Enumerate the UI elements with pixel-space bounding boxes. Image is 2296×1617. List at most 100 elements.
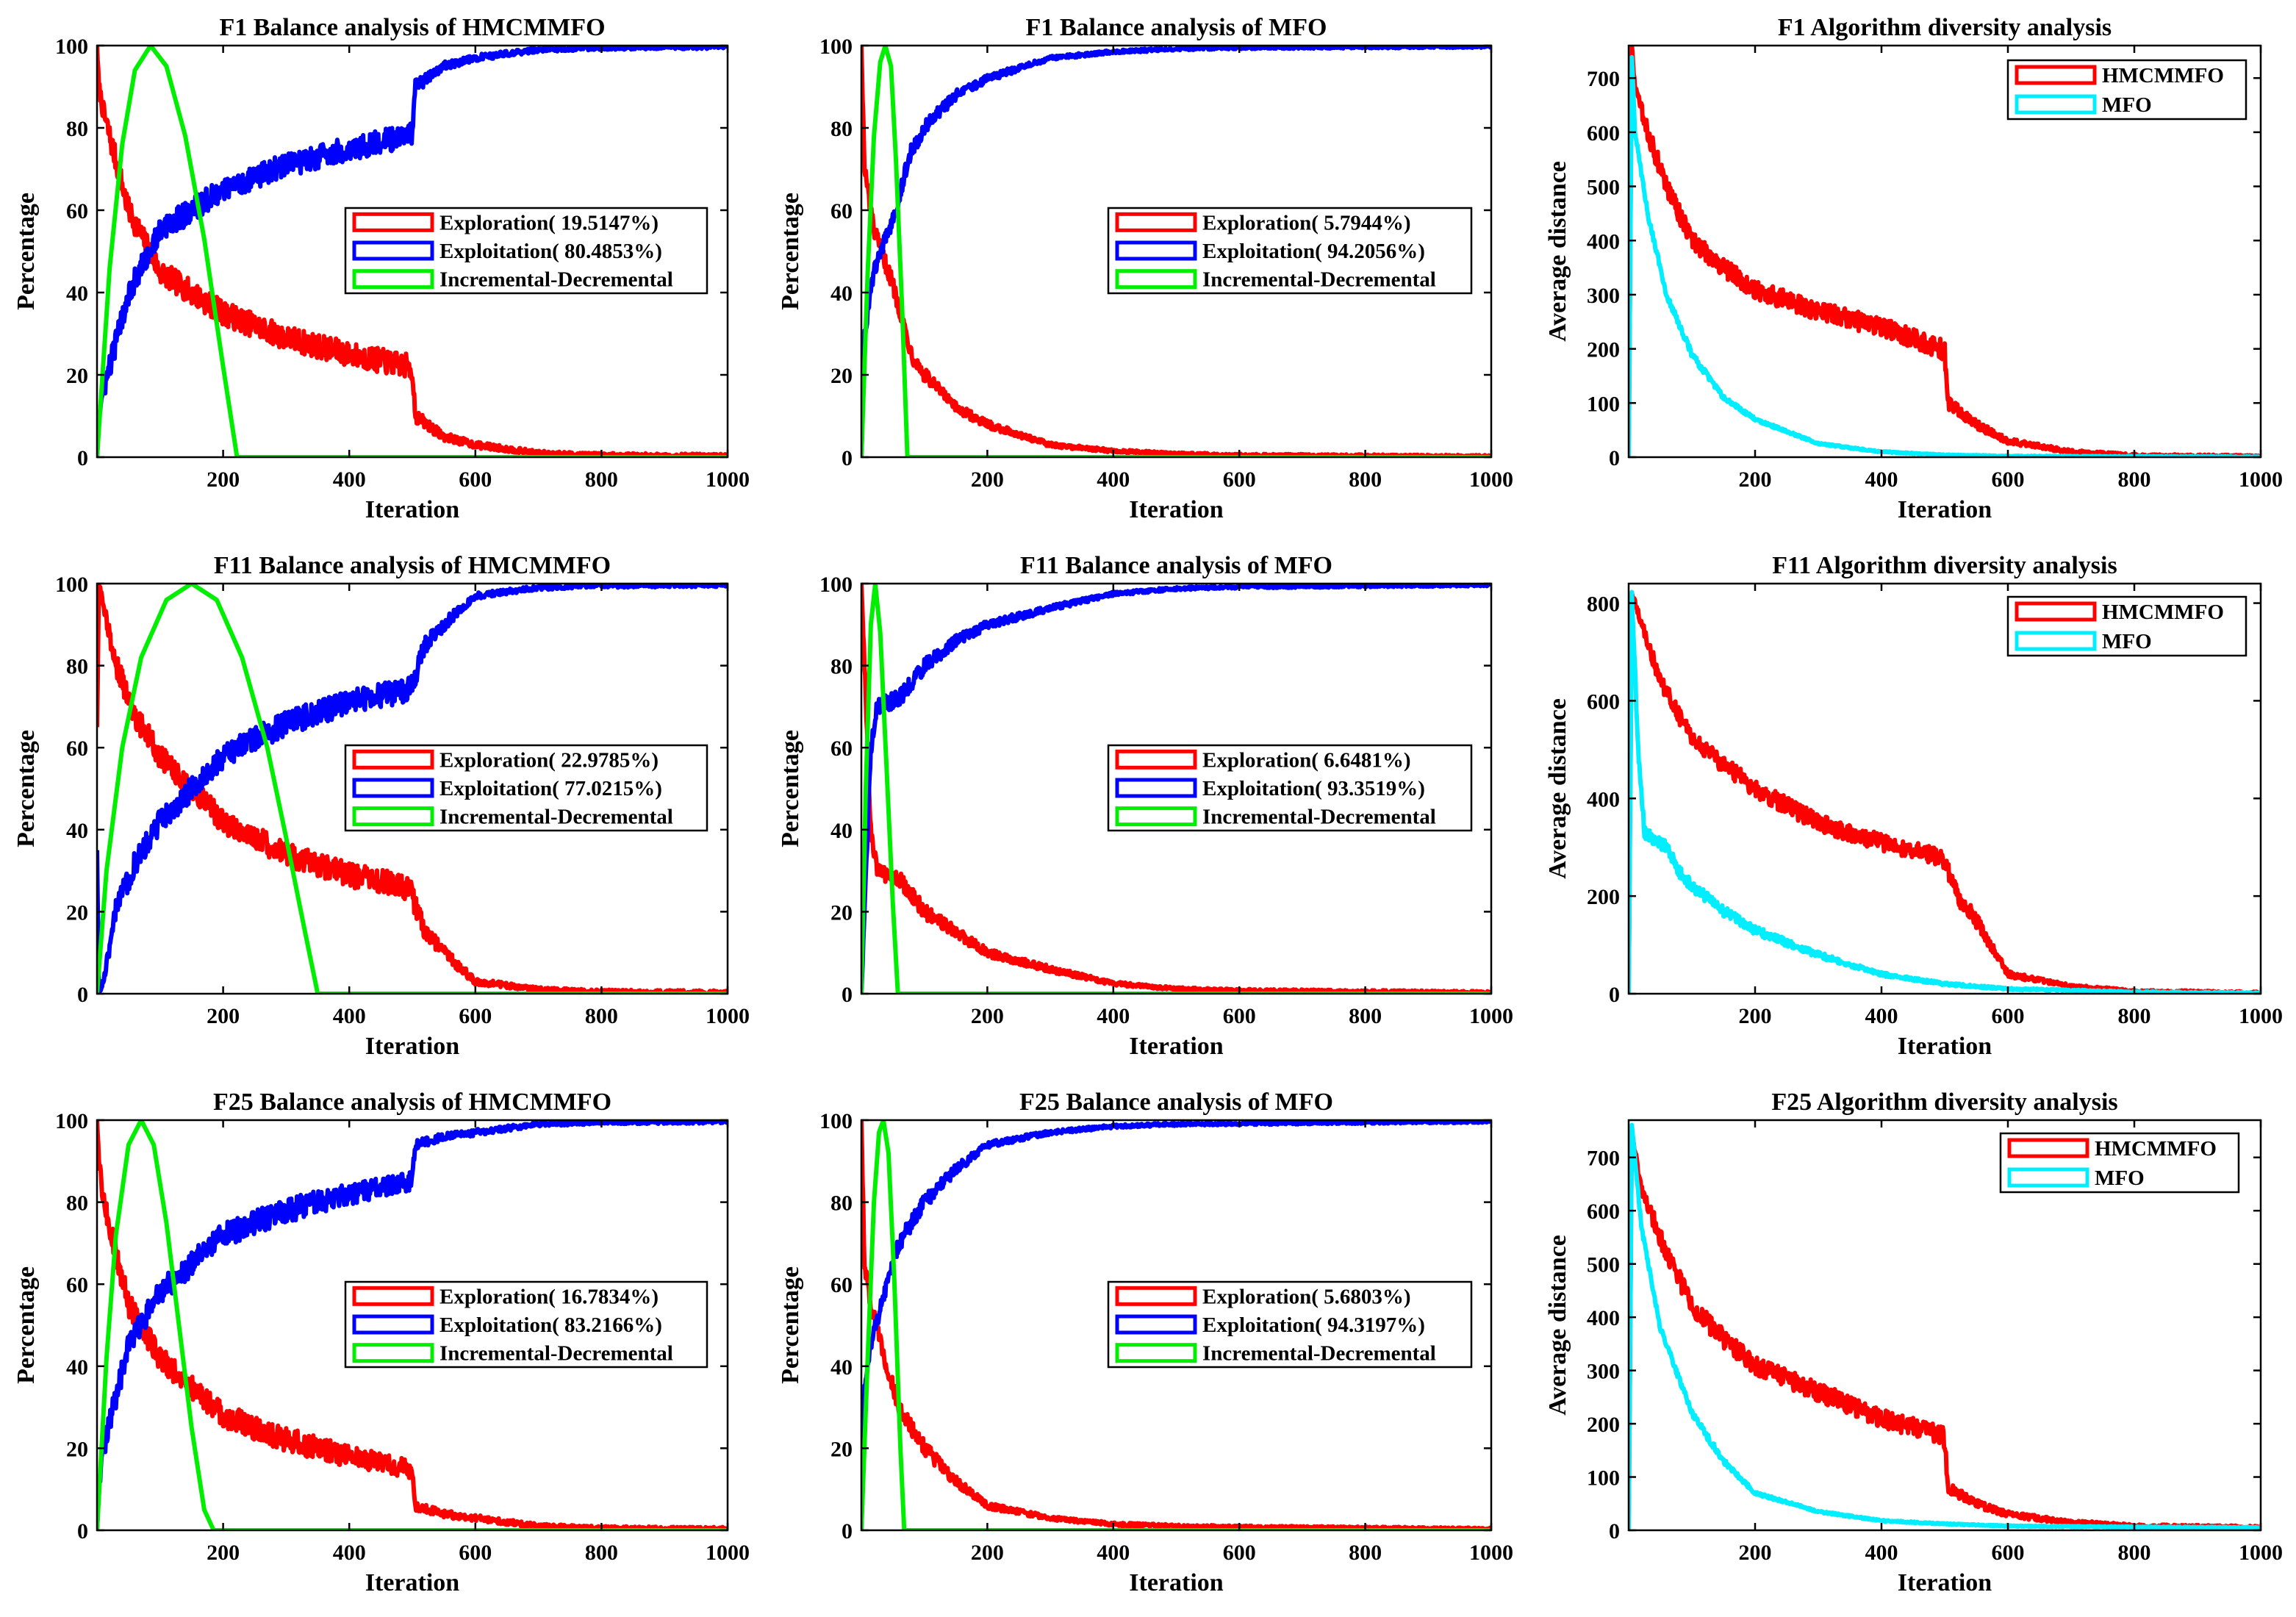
y-tick-label: 100 — [819, 573, 853, 597]
series-line — [861, 584, 1491, 994]
legend-label: HMCMMFO — [2095, 1137, 2217, 1161]
axes-box — [860, 44, 1493, 459]
y-tick-label: 700 — [1587, 67, 1620, 91]
y-axis-label: Percentage — [777, 193, 804, 310]
series-line — [97, 46, 728, 457]
chart-title: F11 Algorithm diversity analysis — [1772, 552, 2117, 579]
x-tick-label: 1000 — [2239, 467, 2283, 492]
y-tick-label: 80 — [830, 117, 853, 141]
x-axis-label: Iteration — [1898, 1033, 1992, 1060]
legend-box — [344, 744, 708, 832]
axes-box — [1627, 44, 2262, 459]
chart-panel: F11 Balance analysis of HMCMMFO 200 400 600… — [12, 552, 750, 1060]
x-tick-label: 400 — [333, 1004, 366, 1028]
y-tick-label: 40 — [66, 1355, 88, 1380]
y-tick-label: 500 — [1587, 1253, 1620, 1277]
y-tick-label: 20 — [830, 900, 853, 925]
legend-label: Exploration( 16.7834%) — [440, 1285, 659, 1308]
legend-swatch — [352, 1343, 434, 1363]
legend-label: HMCMMFO — [2102, 600, 2224, 624]
y-tick-label: 600 — [1587, 689, 1620, 714]
legend-box — [2006, 59, 2247, 121]
y-tick-label: 80 — [830, 1191, 853, 1216]
legend-swatch — [352, 1314, 434, 1335]
y-tick-label: 20 — [830, 364, 853, 388]
legend-label: Incremental-Decremental — [440, 806, 673, 829]
chart-panel: F11 Algorithm diversity analysis 200 400 60… — [1544, 552, 2283, 1060]
series-line — [861, 46, 1491, 457]
legend-swatch — [352, 269, 434, 290]
y-tick-label: 0 — [842, 983, 853, 1007]
x-axis-label: Iteration — [1129, 1033, 1224, 1060]
x-tick-label: 800 — [585, 467, 618, 492]
y-tick-label: 200 — [1587, 1413, 1620, 1437]
series-line — [97, 46, 728, 457]
x-axis-label: Iteration — [1898, 496, 1992, 523]
y-tick-label: 20 — [830, 1437, 853, 1461]
legend-swatch — [1115, 749, 1197, 770]
chart-title: F11 Balance analysis of HMCMMFO — [214, 552, 611, 579]
y-tick-label: 100 — [55, 573, 88, 597]
axes-box — [1627, 582, 2262, 995]
chart-title: F11 Balance analysis of MFO — [1020, 552, 1332, 579]
legend-swatch — [352, 240, 434, 261]
y-tick-label: 80 — [66, 1191, 88, 1216]
y-tick-label: 600 — [1587, 121, 1620, 146]
legend-box — [1107, 1280, 1473, 1369]
legend-label: Incremental-Decremental — [1202, 1342, 1436, 1366]
y-axis-label: Percentage — [777, 730, 804, 847]
y-axis-label: Percentage — [12, 193, 40, 310]
legend-swatch — [1115, 806, 1197, 827]
legend-swatch — [1115, 212, 1197, 232]
x-tick-label: 400 — [1865, 467, 1898, 492]
y-axis-label: Percentage — [12, 730, 40, 847]
y-tick-label: 20 — [66, 364, 88, 388]
x-tick-label: 200 — [207, 1541, 240, 1565]
y-axis-label: Average distance — [1544, 698, 1571, 879]
legend: HMCMMFO MFO — [2006, 59, 2247, 121]
y-tick-label: 40 — [830, 282, 853, 306]
legend: HMCMMFO MFO — [1999, 1132, 2240, 1194]
y-tick-label: 400 — [1587, 229, 1620, 254]
legend-box — [344, 207, 708, 295]
x-tick-label: 200 — [971, 1541, 1004, 1565]
legend-label: Exploitation( 80.4853%) — [440, 240, 662, 263]
legend-label: Exploration( 6.6481%) — [1202, 748, 1411, 772]
y-tick-label: 20 — [66, 900, 88, 925]
chart-title: F1 Algorithm diversity analysis — [1778, 14, 2112, 41]
y-tick-label: 40 — [66, 819, 88, 843]
y-tick-label: 80 — [830, 655, 853, 679]
series-line — [97, 46, 728, 457]
x-tick-label: 600 — [1223, 1541, 1256, 1565]
series-line — [861, 1120, 1491, 1530]
x-tick-label: 600 — [1223, 1004, 1256, 1028]
axes-box — [860, 582, 1493, 995]
x-tick-label: 400 — [1865, 1004, 1898, 1028]
legend-label: Exploitation( 94.2056%) — [1202, 240, 1425, 263]
legend-box — [1107, 207, 1473, 295]
x-tick-label: 600 — [459, 1004, 492, 1028]
legend-label: Incremental-Decremental — [440, 268, 673, 292]
y-tick-label: 100 — [819, 35, 853, 59]
legend-swatch — [352, 1286, 434, 1306]
x-axis-label: Iteration — [1898, 1569, 1992, 1596]
legend: Exploration( 16.7834%) Exploitation( 83.2… — [344, 1280, 708, 1369]
x-tick-label: 400 — [1097, 1541, 1130, 1565]
x-tick-label: 1000 — [2239, 1004, 2283, 1028]
y-axis-label: Average distance — [1544, 161, 1571, 342]
x-tick-label: 400 — [1865, 1541, 1898, 1565]
x-tick-label: 800 — [2118, 467, 2151, 492]
series-line — [97, 584, 728, 994]
legend-swatch — [1115, 240, 1197, 261]
x-tick-label: 800 — [1349, 467, 1382, 492]
y-tick-label: 200 — [1587, 885, 1620, 909]
x-tick-label: 600 — [1992, 467, 2025, 492]
legend-swatch — [2015, 94, 2097, 115]
y-tick-label: 100 — [1587, 392, 1620, 416]
legend-label: Incremental-Decremental — [1202, 268, 1436, 292]
legend-swatch — [352, 778, 434, 798]
x-tick-label: 200 — [207, 1004, 240, 1028]
